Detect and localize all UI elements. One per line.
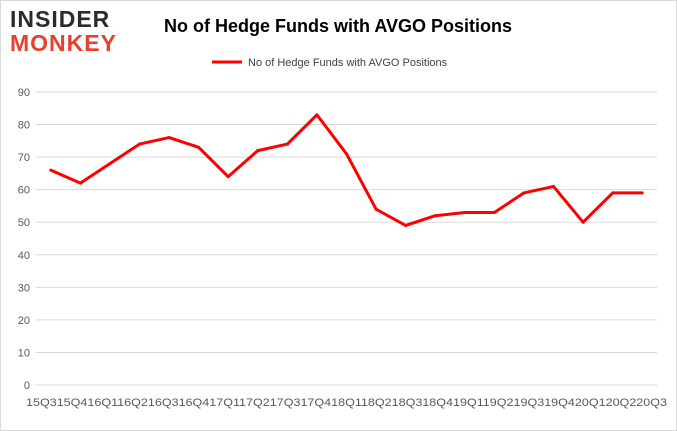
y-tick-label: 20 xyxy=(18,315,30,327)
data-point-2016Q3 xyxy=(167,136,171,140)
data-point-2019Q2 xyxy=(492,210,496,214)
data-point-2017Q1 xyxy=(226,175,230,179)
data-point-2020Q1 xyxy=(581,220,585,224)
y-tick-label: 90 xyxy=(18,87,30,99)
series-layer xyxy=(49,113,644,227)
y-tick-label: 70 xyxy=(18,152,30,164)
data-point-2015Q4 xyxy=(78,181,82,185)
insider-monkey-logo: INSIDER MONKEY xyxy=(10,6,117,56)
data-point-2016Q2 xyxy=(138,142,141,146)
grid-layer xyxy=(36,91,657,386)
data-point-2016Q1 xyxy=(108,162,112,166)
data-point-2018Q1 xyxy=(345,152,348,156)
x-tick-label-strip: 15Q315Q416Q116Q216Q316Q417Q117Q217Q317Q4… xyxy=(26,397,667,409)
y-tick-label: 30 xyxy=(18,282,30,294)
legend: No of Hedge Funds with AVGO Positions xyxy=(212,57,448,69)
data-point-2017Q2 xyxy=(256,149,260,153)
y-tick-labels: 0 10 20 30 40 50 60 70 80 90 xyxy=(18,87,30,392)
data-point-2018Q2 xyxy=(374,207,378,211)
y-tick-label: 50 xyxy=(18,217,30,229)
series-line xyxy=(50,113,643,227)
y-tick-label: 80 xyxy=(18,120,30,132)
data-point-2017Q4 xyxy=(315,113,319,117)
data-point-2019Q3 xyxy=(522,191,526,195)
data-point-2018Q3 xyxy=(404,223,408,227)
data-point-2017Q3 xyxy=(285,142,289,146)
data-point-2020Q2 xyxy=(611,191,615,195)
x-tick-labels: 15Q315Q416Q116Q216Q316Q417Q117Q217Q317Q4… xyxy=(26,397,667,409)
logo-line1: INSIDER xyxy=(10,6,110,32)
data-point-2015Q3 xyxy=(49,168,53,172)
logo-line2: MONKEY xyxy=(10,30,117,56)
data-point-2018Q4 xyxy=(433,214,437,218)
y-tick-label: 40 xyxy=(18,250,30,262)
data-point-2016Q4 xyxy=(197,145,201,149)
y-tick-label: 60 xyxy=(18,185,30,197)
data-point-2019Q1 xyxy=(463,210,467,214)
chart-title: No of Hedge Funds with AVGO Positions xyxy=(164,16,512,36)
legend-label: No of Hedge Funds with AVGO Positions xyxy=(248,57,448,69)
y-tick-label: 10 xyxy=(18,347,30,359)
y-tick-label: 0 xyxy=(24,380,30,392)
data-point-2019Q4 xyxy=(552,184,555,188)
data-point-2020Q3 xyxy=(640,191,644,195)
